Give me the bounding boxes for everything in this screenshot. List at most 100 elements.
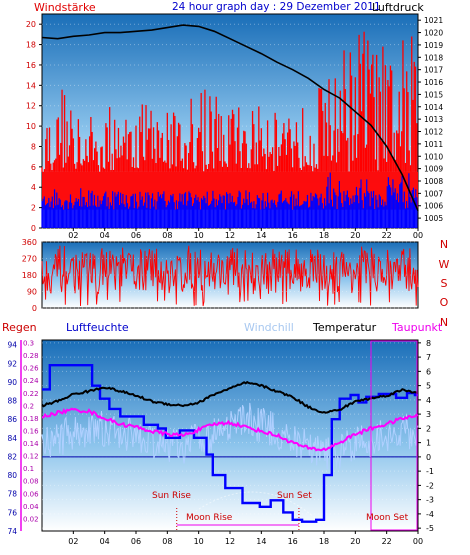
top-time-tick-label: 04	[100, 231, 110, 240]
rain-tick-label: 0.12	[23, 453, 39, 461]
temperature-tick-label: -3	[426, 496, 434, 505]
bottom-time-tick-label: 16	[288, 537, 298, 546]
wind-speed-tick-label: 16	[26, 61, 36, 70]
humidity-tick-label: 78	[7, 490, 17, 499]
top-time-tick-label: 16	[288, 231, 298, 240]
compass-label: O	[440, 296, 449, 309]
pressure-tick-label: 1011	[424, 140, 443, 149]
humidity-tick-label: 88	[7, 397, 17, 406]
pressure-tick-label: 1015	[424, 90, 443, 99]
direction-tick-label: 0	[32, 304, 37, 313]
pressure-tick-label: 1012	[424, 128, 443, 137]
pressure-tick-label: 1019	[424, 41, 443, 50]
pressure-tick-label: 1014	[424, 103, 443, 112]
direction-tick-label: 180	[22, 271, 37, 280]
humidity-tick-label: 94	[7, 341, 17, 350]
top-time-tick-label: 02	[68, 231, 78, 240]
top-time-tick-label: 18	[319, 231, 329, 240]
humidity-tick-label: 90	[7, 378, 17, 387]
wind-speed-tick-label: 18	[26, 41, 36, 50]
bottom-time-tick-label: 06	[131, 537, 141, 546]
humidity-legend: Luftfeuchte	[66, 321, 129, 334]
rain-tick-label: 0.26	[23, 365, 39, 373]
temperature-legend: Temperatur	[312, 321, 377, 334]
humidity-tick-label: 76	[7, 508, 17, 517]
pressure-tick-label: 1021	[424, 16, 443, 25]
top-time-tick-label: 00	[413, 231, 423, 240]
pressure-tick-label: 1007	[424, 189, 443, 198]
wind-speed-tick-label: 2	[31, 204, 36, 213]
pressure-tick-label: 1020	[424, 29, 443, 38]
pressure-line	[41, 24, 419, 212]
wind-speed-tick-label: 10	[26, 122, 36, 131]
rain-tick-label: 0.24	[23, 377, 39, 385]
compass-label: N	[440, 316, 448, 329]
compass-label: N	[440, 238, 448, 251]
bottom-time-tick-label: 02	[68, 537, 78, 546]
direction-tick-label: 270	[22, 255, 37, 264]
bottom-axes: 74767880828486889092940.020.040.060.080.…	[7, 339, 434, 546]
temperature-tick-label: 1	[426, 439, 431, 448]
sun-set-label: Sun Set	[277, 491, 312, 501]
bottom-time-tick-label: 04	[100, 537, 110, 546]
bottom-time-tick-label: 08	[162, 537, 172, 546]
top-time-tick-label: 14	[256, 231, 266, 240]
rain-tick-label: 0.28	[23, 352, 39, 360]
temperature-tick-label: -2	[426, 481, 434, 490]
rain-tick-label: 0.18	[23, 415, 39, 423]
pressure-tick-label: 1006	[424, 202, 443, 211]
temperature-tick-label: -4	[426, 510, 434, 519]
bottom-series	[41, 340, 419, 531]
rain-tick-label: 0.02	[23, 515, 39, 523]
wind-speed-tick-label: 8	[31, 142, 36, 151]
wind-direction-line	[41, 245, 419, 307]
moon-set-label: Moon Set	[366, 513, 409, 523]
humidity-tick-label: 92	[7, 359, 17, 368]
wind-speed-tick-label: 14	[26, 81, 36, 90]
temperature-tick-label: -5	[426, 524, 434, 533]
temperature-tick-label: 5	[426, 382, 431, 391]
wind-speed-axis-title: Windstärke	[34, 1, 96, 14]
pressure-tick-label: 1013	[424, 115, 443, 124]
pressure-tick-label: 1010	[424, 152, 443, 161]
bottom-time-tick-label: 12	[225, 537, 235, 546]
rain-tick-label: 0.08	[23, 478, 39, 486]
bottom-time-tick-label: 14	[256, 537, 266, 546]
windchill-legend: Windchill	[244, 321, 294, 334]
humidity-tick-label: 74	[7, 527, 17, 536]
moon-set-box	[370, 340, 418, 531]
bottom-time-tick-label: 10	[194, 537, 204, 546]
rain-tick-label: 0.06	[23, 490, 39, 498]
humidity-tick-label: 80	[7, 471, 17, 480]
moon-rise-label: Moon Rise	[186, 513, 233, 523]
bottom-time-tick-label: 00	[413, 537, 423, 546]
sun-rise-label: Sun Rise	[152, 491, 191, 501]
rain-axis-title: Regen	[2, 321, 37, 334]
temperature-tick-label: -1	[426, 467, 434, 476]
moon-arc	[176, 491, 325, 527]
wind-speed-tick-label: 4	[31, 183, 36, 192]
chart-title: 24 hour graph day : 29 Dezember 2011	[172, 1, 381, 13]
wind-speed-tick-label: 12	[26, 102, 36, 111]
wind-speed-tick-label: 6	[31, 163, 36, 172]
rain-tick-label: 0.22	[23, 390, 39, 398]
direction-tick-label: 90	[27, 288, 37, 297]
pressure-tick-label: 1018	[424, 53, 443, 62]
temperature-tick-label: 2	[426, 424, 431, 433]
rain-tick-label: 0.3	[23, 340, 34, 348]
temperature-tick-label: 8	[426, 339, 431, 348]
temperature-tick-label: 6	[426, 367, 431, 376]
top-axes: 0246810121416182010051006100710081009101…	[26, 16, 444, 240]
windchill-line	[41, 402, 419, 470]
humidity-tick-label: 82	[7, 452, 17, 461]
rain-tick-label: 0.16	[23, 427, 39, 435]
humidity-tick-label: 84	[7, 434, 17, 443]
compass-label: S	[441, 277, 448, 290]
temperature-line	[41, 380, 419, 414]
humidity-tick-label: 86	[7, 415, 17, 424]
pressure-tick-label: 1005	[424, 214, 443, 223]
wind-speed-tick-label: 20	[26, 20, 36, 29]
